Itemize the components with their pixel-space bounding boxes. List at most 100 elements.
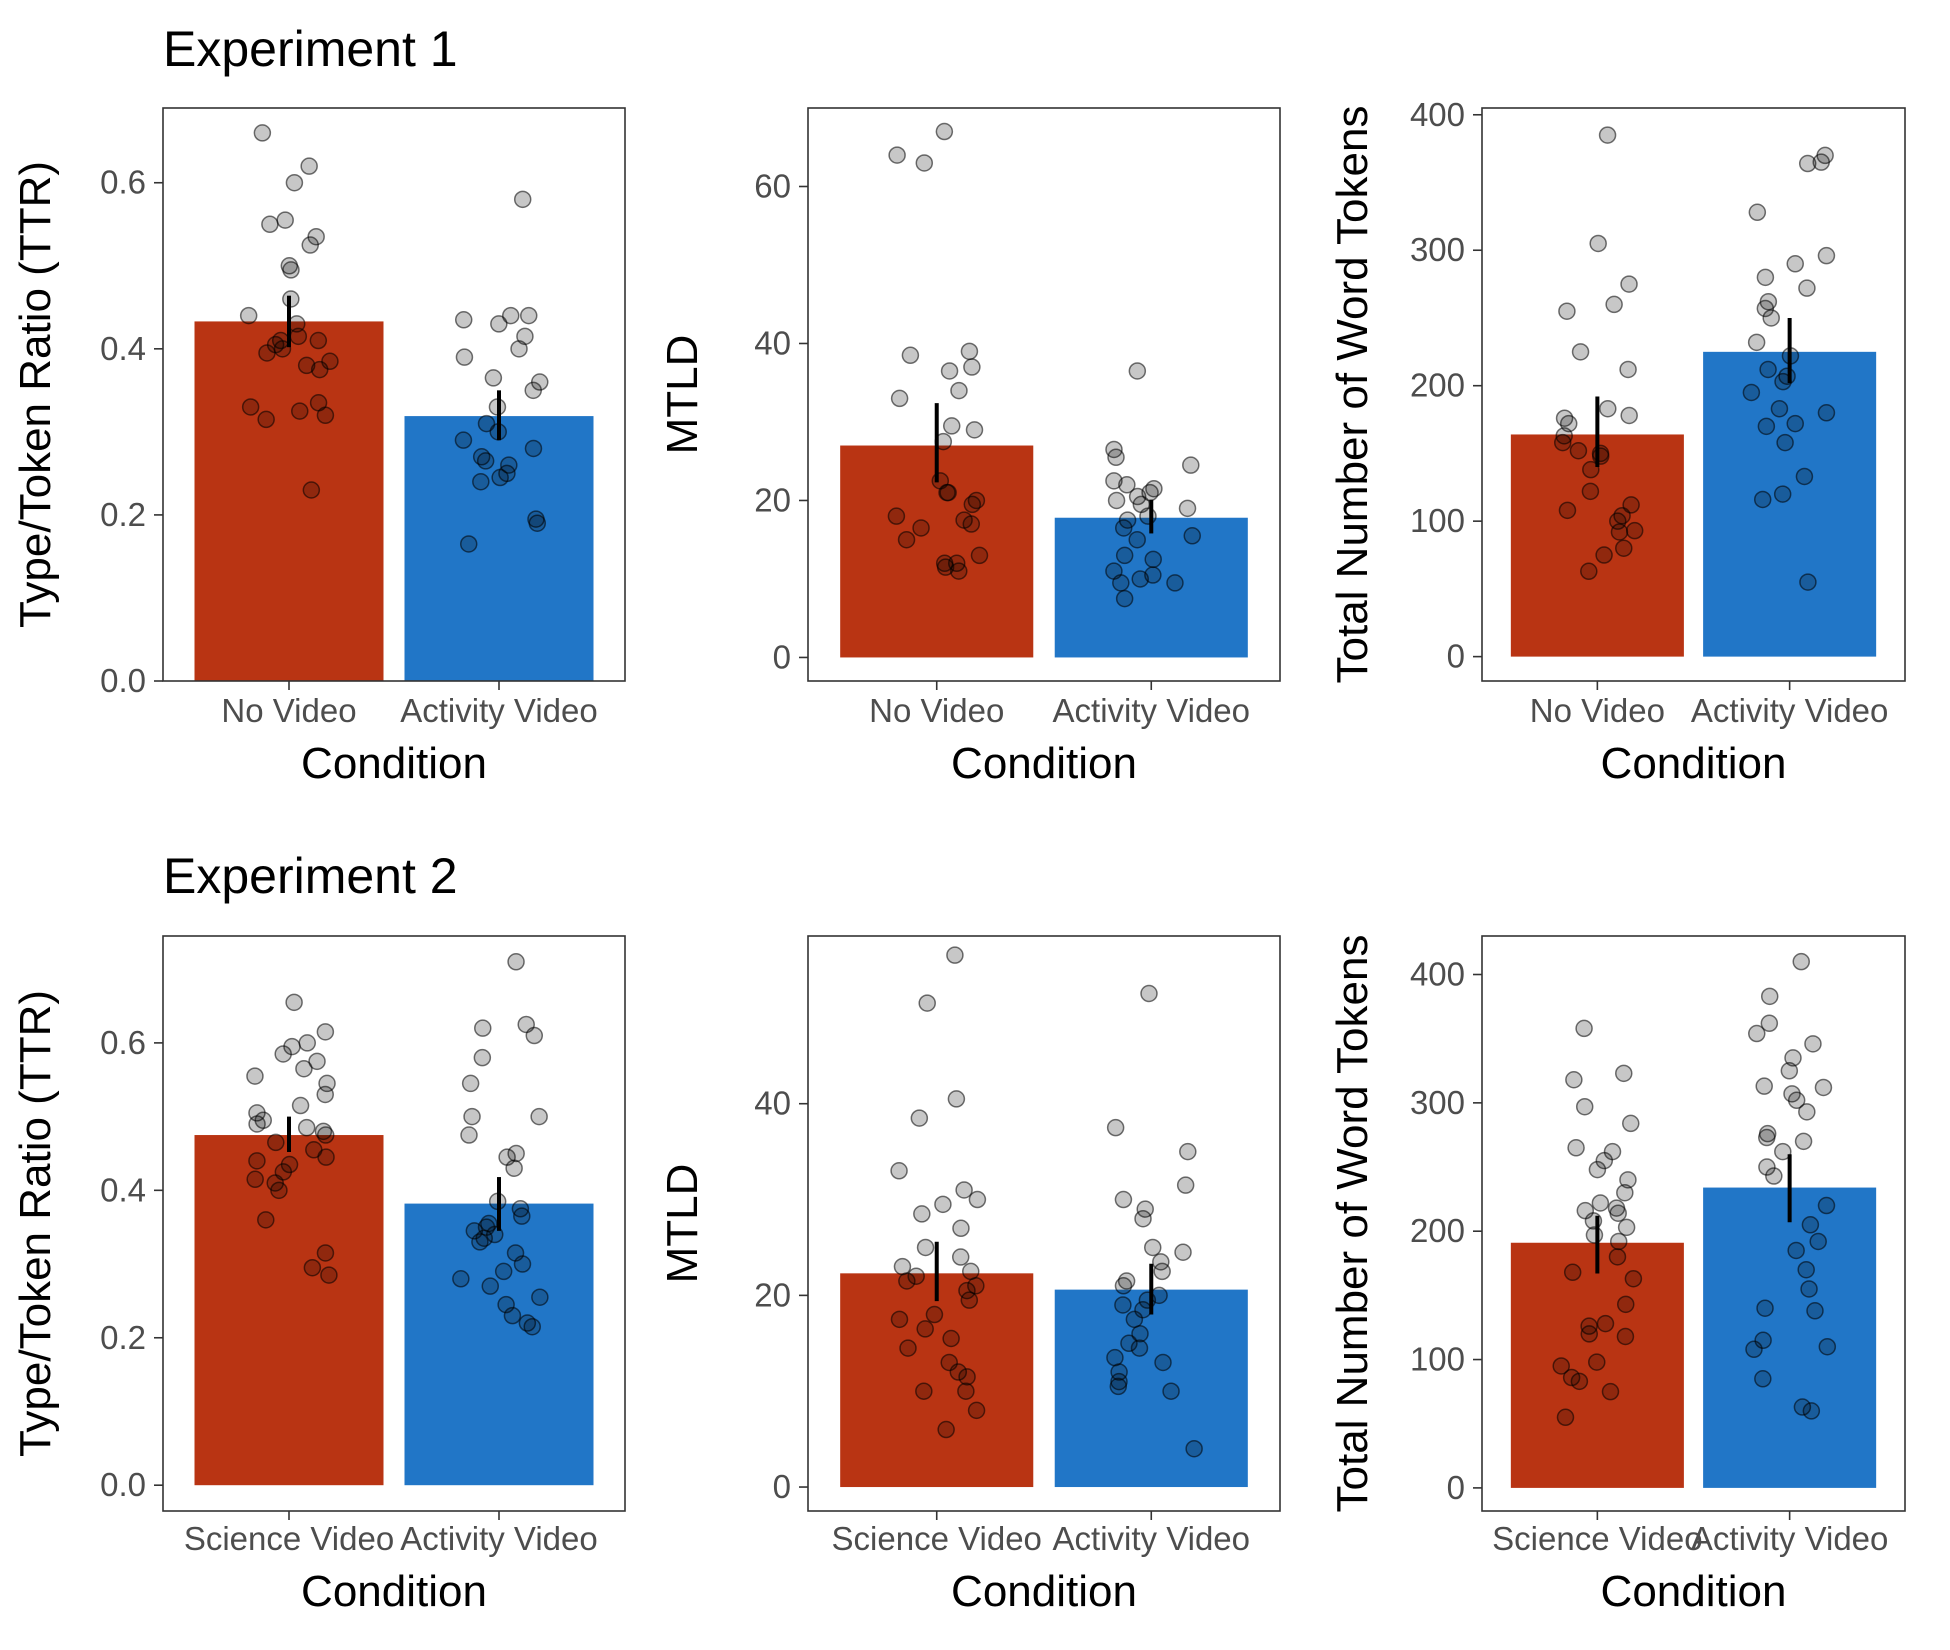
point-activity-video	[1793, 1398, 1812, 1416]
point-activity-video	[1806, 1302, 1824, 1320]
y-tick-label: 40	[754, 324, 791, 361]
point-activity-video	[1748, 203, 1767, 222]
point-no-video	[915, 154, 934, 172]
y-tick-label: 0	[1447, 1469, 1465, 1506]
point-activity-video	[1107, 448, 1125, 467]
point-activity-video	[1800, 1280, 1818, 1298]
point-science-video	[308, 1052, 326, 1071]
point-no-video	[1619, 360, 1637, 379]
point-no-video	[310, 360, 329, 379]
x-tick-label-activity-video: Activity Video	[1053, 692, 1250, 729]
y-tick-label: 0.4	[100, 330, 146, 367]
point-activity-video	[1115, 546, 1134, 565]
point-activity-video	[524, 439, 543, 458]
point-activity-video	[531, 1288, 549, 1306]
point-activity-video	[1817, 246, 1836, 265]
y-tick-label: 20	[754, 1276, 791, 1313]
chart-panel-3: 0 100 200 300 400 No Video Activity Video Condi…	[1328, 96, 1906, 788]
x-tick-label-no-video: No Video	[1530, 692, 1665, 729]
point-science-video	[1616, 1327, 1635, 1346]
point-no-video	[1581, 482, 1600, 501]
point-science-video	[316, 1244, 335, 1262]
point-science-video	[925, 1305, 944, 1324]
x-axis-title: Condition	[301, 739, 487, 788]
point-no-video	[301, 236, 319, 254]
point-activity-video	[1755, 1077, 1773, 1095]
point-activity-video	[1154, 1353, 1172, 1372]
point-science-video	[1565, 1071, 1583, 1089]
panel-border	[807, 935, 1281, 1512]
point-science-video	[898, 1272, 916, 1290]
point-activity-video	[1166, 574, 1184, 592]
point-science-video	[1615, 1064, 1633, 1083]
point-activity-video	[507, 1144, 525, 1163]
point-activity-video	[1780, 1062, 1799, 1080]
point-no-video	[241, 398, 260, 416]
y-tick-label: 0	[773, 1468, 791, 1505]
point-activity-video	[1756, 299, 1775, 318]
y-tick-label: 400	[1410, 956, 1465, 993]
point-science-video	[960, 1291, 979, 1309]
point-activity-video	[1776, 433, 1794, 452]
point-activity-video	[1118, 476, 1136, 494]
point-no-video	[1558, 302, 1576, 320]
x-axis-title: Condition	[1601, 1567, 1787, 1616]
bar-activity-video	[1054, 1289, 1248, 1488]
point-no-video	[1571, 343, 1590, 361]
point-science-video	[316, 1085, 334, 1104]
point-activity-video	[1114, 519, 1133, 537]
point-no-video	[1582, 460, 1600, 479]
point-science-video	[952, 1219, 970, 1238]
point-science-video	[248, 1115, 266, 1133]
point-activity-video	[1106, 1118, 1125, 1137]
point-no-video	[1620, 275, 1638, 293]
point-science-video	[297, 1118, 316, 1137]
point-activity-video	[1107, 491, 1126, 510]
x-tick-label-science-video: Science Video	[832, 1520, 1042, 1557]
point-activity-video	[1747, 333, 1766, 352]
point-activity-video	[1787, 1241, 1805, 1260]
y-axis-title: Type/Token Ratio (TTR)	[11, 990, 60, 1457]
point-activity-video	[494, 1262, 513, 1281]
point-no-video	[285, 173, 304, 192]
point-science-video	[913, 1205, 931, 1223]
point-activity-video	[525, 1026, 544, 1045]
point-activity-video	[1770, 399, 1789, 418]
point-science-video	[1622, 1114, 1640, 1133]
point-no-video	[940, 362, 959, 380]
point-no-video	[1589, 234, 1607, 253]
point-science-video	[968, 1190, 987, 1209]
point-activity-video	[1786, 414, 1804, 433]
point-activity-video	[491, 468, 509, 487]
point-activity-video	[1117, 1272, 1136, 1290]
point-science-video	[918, 994, 936, 1012]
point-no-video	[1580, 562, 1598, 581]
point-activity-video	[481, 1277, 500, 1295]
point-activity-video	[1787, 1091, 1806, 1110]
point-no-video	[239, 306, 258, 325]
point-activity-video	[1760, 1014, 1779, 1033]
point-no-video	[291, 402, 309, 420]
point-no-video	[1605, 295, 1623, 314]
point-activity-video	[1153, 1262, 1171, 1281]
point-activity-video	[1742, 383, 1761, 402]
bar-no-video	[1510, 434, 1684, 657]
point-science-video	[267, 1133, 285, 1152]
point-science-video	[967, 1401, 986, 1420]
point-no-video	[960, 342, 979, 361]
point-activity-video	[1745, 1340, 1763, 1359]
point-science-video	[1596, 1314, 1615, 1333]
y-tick-label: 0.2	[100, 1319, 146, 1356]
point-activity-video	[1798, 154, 1817, 173]
point-science-video	[298, 1034, 317, 1052]
point-no-video	[1553, 433, 1572, 452]
point-science-video	[1588, 1160, 1607, 1179]
point-activity-video	[530, 1107, 548, 1126]
bar-science-video	[194, 1135, 384, 1486]
point-activity-video	[461, 1074, 480, 1093]
point-activity-video	[1106, 1348, 1124, 1367]
panel-border	[162, 935, 626, 1512]
point-no-video	[1558, 501, 1577, 520]
point-activity-video	[471, 1233, 489, 1251]
x-tick-label-activity-video: Activity Video	[400, 1520, 597, 1557]
